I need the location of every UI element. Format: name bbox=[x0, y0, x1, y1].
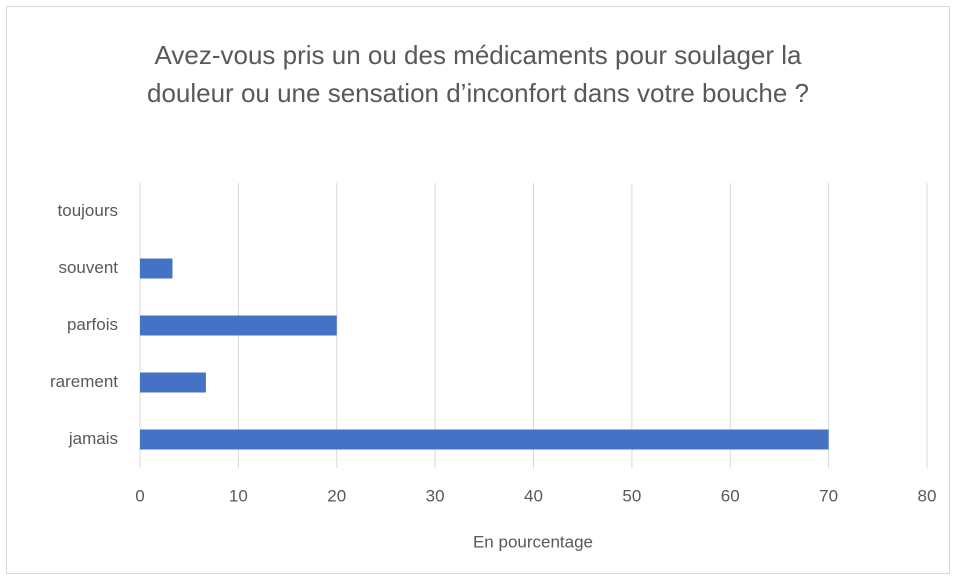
bar bbox=[140, 258, 173, 279]
bar bbox=[140, 429, 829, 450]
bar bbox=[140, 315, 337, 336]
x-axis-label: En pourcentage bbox=[473, 532, 593, 551]
x-tick-label: 80 bbox=[918, 486, 937, 505]
x-tick-label: 50 bbox=[622, 486, 641, 505]
chart-title: Avez-vous pris un ou des médicaments pou… bbox=[146, 40, 810, 108]
y-tick-label: jamais bbox=[68, 429, 118, 448]
y-tick-label: rarement bbox=[50, 372, 118, 391]
y-tick-label: parfois bbox=[67, 315, 118, 334]
x-tick-label: 40 bbox=[524, 486, 543, 505]
x-tick-label: 10 bbox=[229, 486, 248, 505]
x-tick-label: 20 bbox=[327, 486, 346, 505]
x-tick-label: 30 bbox=[426, 486, 445, 505]
bar bbox=[140, 372, 206, 393]
x-tick-label: 0 bbox=[135, 486, 144, 505]
y-tick-label: souvent bbox=[58, 258, 118, 277]
chart-frame bbox=[6, 6, 950, 574]
y-tick-label: toujours bbox=[58, 201, 118, 220]
x-tick-label: 60 bbox=[721, 486, 740, 505]
x-tick-label: 70 bbox=[819, 486, 838, 505]
